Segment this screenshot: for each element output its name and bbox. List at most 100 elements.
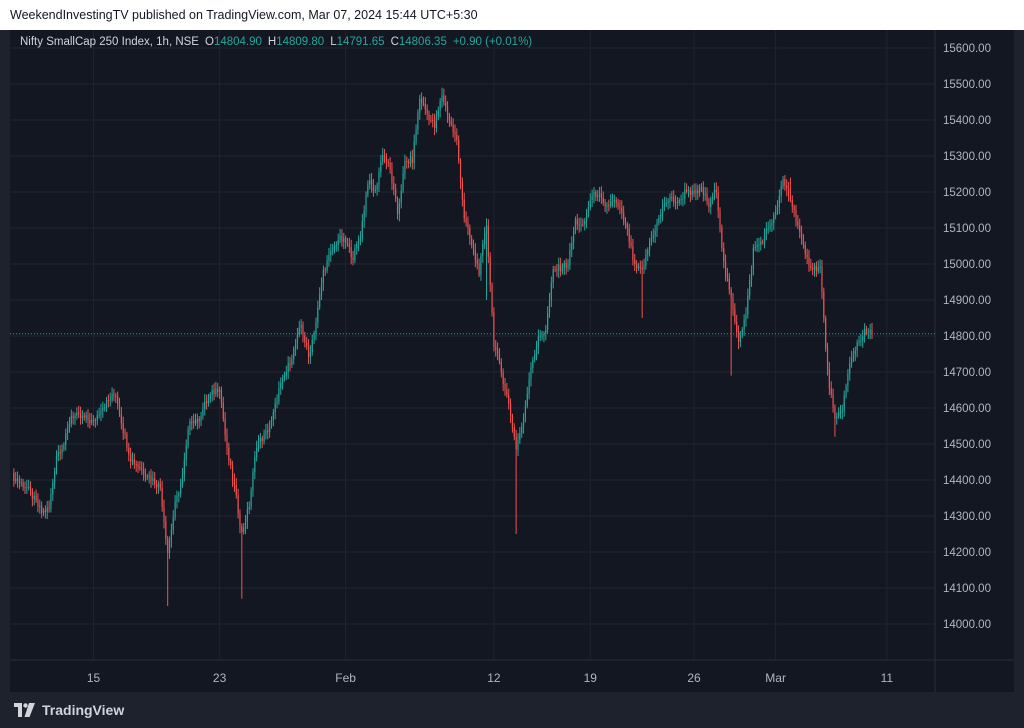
candle-body bbox=[29, 486, 32, 491]
candle-body bbox=[341, 235, 343, 242]
candle-body bbox=[484, 233, 486, 245]
candle bbox=[669, 193, 671, 209]
candle bbox=[832, 388, 834, 413]
candle-body bbox=[495, 346, 497, 350]
candle bbox=[356, 241, 358, 255]
candle-body bbox=[289, 363, 291, 366]
candle-body bbox=[445, 102, 447, 107]
candle bbox=[211, 384, 213, 402]
candle-body bbox=[98, 414, 100, 416]
candle bbox=[704, 186, 706, 201]
candle bbox=[317, 300, 319, 329]
candle bbox=[495, 340, 497, 357]
candle bbox=[623, 205, 625, 226]
candle-body bbox=[28, 486, 30, 488]
candle bbox=[259, 433, 261, 449]
candle bbox=[276, 394, 278, 409]
y-tick-label: 15300.00 bbox=[943, 151, 991, 163]
candle bbox=[141, 461, 143, 475]
candle bbox=[743, 314, 745, 336]
candle-body bbox=[469, 228, 471, 239]
candle bbox=[443, 88, 445, 106]
candle-body bbox=[719, 210, 721, 228]
candle-body bbox=[250, 490, 252, 508]
candle-body bbox=[31, 490, 33, 500]
candle-body bbox=[763, 233, 766, 243]
candle bbox=[839, 404, 842, 419]
candle bbox=[33, 491, 35, 506]
candle bbox=[213, 383, 215, 401]
candle bbox=[183, 452, 185, 482]
candle-body bbox=[669, 197, 671, 202]
candle bbox=[180, 478, 182, 498]
candle bbox=[754, 241, 756, 252]
chart-panel[interactable]: 15600.00 15500.00 15400.00 15300.00 15200.00… bbox=[10, 30, 1014, 692]
candle bbox=[409, 151, 412, 168]
candle-body bbox=[700, 187, 703, 189]
candle bbox=[541, 330, 543, 341]
candle-body bbox=[810, 265, 812, 269]
candle-body bbox=[194, 420, 197, 424]
candle-body bbox=[775, 210, 777, 216]
candle bbox=[513, 423, 515, 441]
candle-body bbox=[26, 486, 28, 488]
candle-body bbox=[580, 224, 582, 226]
candle bbox=[463, 192, 465, 223]
candle-body bbox=[526, 393, 528, 406]
candle-body bbox=[419, 98, 421, 113]
candle bbox=[617, 198, 619, 210]
candle-body bbox=[296, 334, 299, 344]
candle bbox=[139, 461, 141, 471]
candle-body bbox=[530, 367, 532, 380]
candle-body bbox=[663, 203, 666, 206]
candle bbox=[472, 239, 475, 256]
candle-body bbox=[472, 245, 475, 251]
candle-body bbox=[593, 192, 595, 197]
candle-body bbox=[285, 372, 287, 376]
y-tick-label: 14700.00 bbox=[943, 367, 991, 379]
candle bbox=[810, 258, 812, 271]
candle-body bbox=[493, 312, 495, 347]
candle-body bbox=[346, 242, 349, 245]
candle bbox=[695, 183, 697, 201]
candle-body bbox=[452, 124, 454, 132]
candle bbox=[61, 444, 63, 460]
candle-body bbox=[489, 256, 491, 286]
candle bbox=[287, 356, 289, 380]
candle bbox=[854, 346, 856, 362]
candle-body bbox=[587, 207, 590, 213]
candle-body bbox=[773, 215, 775, 224]
candle-body bbox=[739, 335, 742, 342]
candle-body bbox=[359, 238, 362, 241]
candle bbox=[676, 196, 678, 210]
candle-body bbox=[57, 452, 59, 457]
candle bbox=[482, 239, 484, 263]
candlestick-chart[interactable]: 15600.00 15500.00 15400.00 15300.00 15200.00… bbox=[10, 30, 1014, 692]
candle bbox=[789, 177, 792, 203]
candle bbox=[176, 490, 178, 509]
candle bbox=[459, 158, 462, 189]
candle bbox=[89, 412, 91, 429]
candle bbox=[256, 440, 258, 462]
tradingview-brand[interactable]: TradingView bbox=[14, 702, 124, 718]
candle bbox=[480, 253, 482, 281]
candle bbox=[28, 479, 30, 491]
candle bbox=[218, 386, 221, 399]
candle-body bbox=[852, 354, 855, 358]
candle bbox=[15, 471, 17, 484]
candle bbox=[376, 182, 378, 196]
candle bbox=[159, 478, 161, 491]
candle bbox=[55, 450, 58, 475]
candle-body bbox=[819, 266, 821, 268]
candle bbox=[589, 193, 591, 211]
candle-body bbox=[165, 521, 167, 540]
candle bbox=[193, 413, 195, 429]
candle-body bbox=[693, 190, 695, 194]
candle bbox=[863, 323, 866, 343]
candle bbox=[787, 181, 790, 202]
candle-body bbox=[812, 268, 814, 270]
candle-body bbox=[543, 333, 545, 336]
candle bbox=[691, 185, 693, 200]
x-tick-label: 11 bbox=[881, 671, 894, 685]
candle bbox=[168, 536, 171, 559]
